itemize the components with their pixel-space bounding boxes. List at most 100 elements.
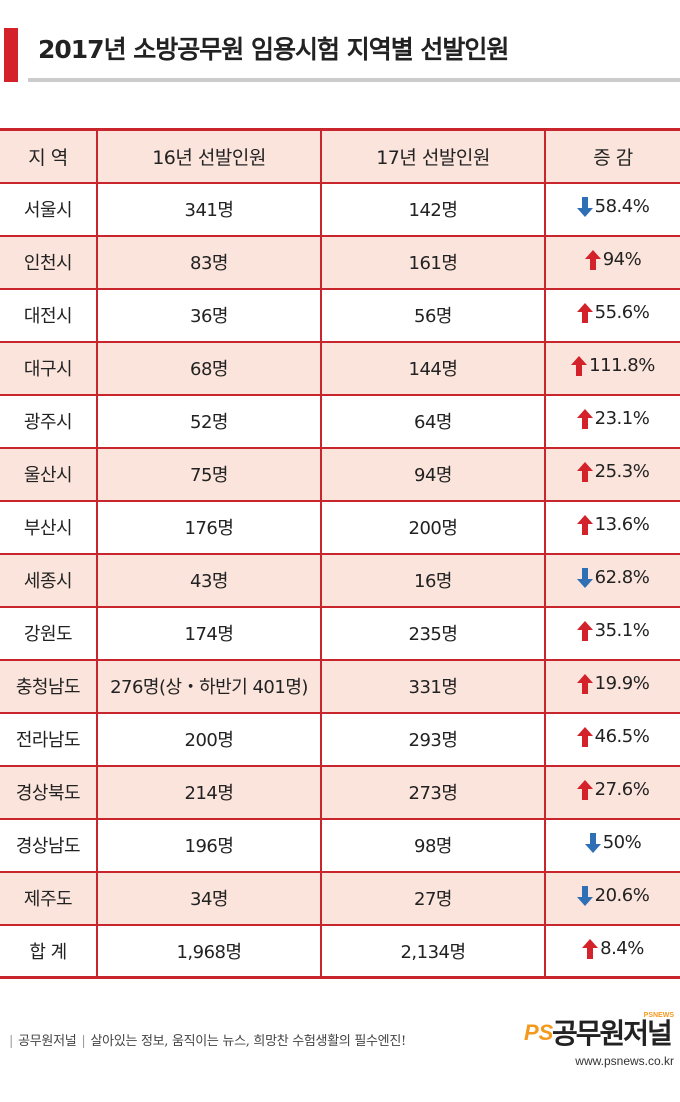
change-cell: 13.6% xyxy=(544,500,680,555)
change-value: 20.6% xyxy=(594,885,650,907)
header-2016: 16년 선발인원 xyxy=(96,128,321,184)
change-indicator: 58.4% xyxy=(576,196,650,218)
region-cell: 경상남도 xyxy=(0,818,97,873)
table-row: 부산시 176명 200명 13.6% xyxy=(0,500,680,555)
change-indicator: 23.1% xyxy=(576,408,650,429)
region-cell: 인천시 xyxy=(0,235,97,290)
page-header: 2017년 소방공무원 임용시험 지역별 선발인원 xyxy=(0,28,680,82)
table-row: 대전시 36명 56명 55.6% xyxy=(0,288,680,343)
y16-cell: 214명 xyxy=(96,765,321,820)
table-row: 대구시 68명 144명 111.8% xyxy=(0,341,680,396)
table-row: 합 계 1,968명 2,134명 8.4% xyxy=(0,924,680,979)
y17-cell: 27명 xyxy=(320,871,545,926)
y17-cell: 200명 xyxy=(320,500,545,555)
change-indicator: 35.1% xyxy=(576,620,650,642)
header-region: 지 역 xyxy=(0,128,97,184)
y16-cell: 43명 xyxy=(96,553,321,608)
region-cell: 강원도 xyxy=(0,606,97,661)
y16-cell: 200명 xyxy=(96,712,321,767)
table-row: 인천시 83명 161명 94% xyxy=(0,235,680,290)
change-indicator: 62.8% xyxy=(576,567,650,589)
arrow-up-icon xyxy=(576,620,593,641)
footer: | 공무원저널 | 살아있는 정보, 움직이는 뉴스, 희망찬 수험생활의 필수엔진!… xyxy=(0,1012,680,1092)
y16-cell: 34명 xyxy=(96,871,321,926)
region-cell: 서울시 xyxy=(0,182,97,237)
change-value: 50% xyxy=(602,832,642,854)
change-value: 8.4% xyxy=(600,938,644,959)
region-cell: 대전시 xyxy=(0,288,97,343)
region-cell: 경상북도 xyxy=(0,765,97,820)
change-cell: 58.4% xyxy=(544,182,680,237)
title-underline xyxy=(28,78,680,82)
y17-cell: 94명 xyxy=(320,447,545,502)
table-row: 전라남도 200명 293명 46.5% xyxy=(0,712,680,767)
y17-cell: 142명 xyxy=(320,182,545,237)
arrow-down-icon xyxy=(576,196,593,217)
region-cell: 합 계 xyxy=(0,924,97,979)
y16-cell: 174명 xyxy=(96,606,321,661)
arrow-up-icon xyxy=(576,461,593,482)
region-cell: 광주시 xyxy=(0,394,97,449)
y17-cell: 144명 xyxy=(320,341,545,396)
logo-wordmark: 공무원저널 xyxy=(552,1017,673,1050)
change-cell: 94% xyxy=(544,235,680,290)
y16-cell: 196명 xyxy=(96,818,321,873)
table-header-row: 지 역 16년 선발인원 17년 선발인원 증 감 xyxy=(0,128,680,184)
table-row: 충청남도 276명(상・하반기 401명) 331명 19.9% xyxy=(0,659,680,714)
logo-prefix: PS xyxy=(524,1020,554,1045)
change-indicator: 8.4% xyxy=(582,938,644,959)
change-cell: 55.6% xyxy=(544,288,680,343)
y16-cell: 36명 xyxy=(96,288,321,343)
region-cell: 대구시 xyxy=(0,341,97,396)
change-cell: 50% xyxy=(544,818,680,873)
selection-table: 지 역 16년 선발인원 17년 선발인원 증 감 서울시 341명 142명 58.… xyxy=(0,128,680,979)
change-value: 111.8% xyxy=(589,355,655,377)
table-body: 서울시 341명 142명 58.4% 인천시 83명 161명 94% 대전시 36명 56명 55… xyxy=(0,182,680,979)
change-value: 46.5% xyxy=(594,726,650,748)
region-cell: 제주도 xyxy=(0,871,97,926)
table-row: 경상남도 196명 98명 50% xyxy=(0,818,680,873)
y16-cell: 83명 xyxy=(96,235,321,290)
footer-slogan: 살아있는 정보, 움직이는 뉴스, 희망찬 수험생활의 필수엔진! xyxy=(90,1034,407,1049)
arrow-up-icon xyxy=(576,779,593,800)
change-indicator: 50% xyxy=(584,832,642,854)
change-value: 25.3% xyxy=(594,461,650,483)
arrow-up-icon xyxy=(576,408,593,429)
change-value: 58.4% xyxy=(594,196,650,218)
change-indicator: 25.3% xyxy=(576,461,650,483)
change-cell: 23.1% xyxy=(544,394,680,449)
y16-cell: 75명 xyxy=(96,447,321,502)
change-cell: 35.1% xyxy=(544,606,680,661)
table-row: 울산시 75명 94명 25.3% xyxy=(0,447,680,502)
header-change: 증 감 xyxy=(544,128,680,184)
y17-cell: 273명 xyxy=(320,765,545,820)
logo-tag: PSNEWS xyxy=(643,1012,674,1019)
change-cell: 62.8% xyxy=(544,553,680,608)
change-value: 35.1% xyxy=(594,620,650,642)
change-value: 27.6% xyxy=(594,779,650,801)
arrow-up-icon xyxy=(576,514,593,535)
y16-cell: 68명 xyxy=(96,341,321,396)
arrow-up-icon xyxy=(571,355,588,376)
page-title: 2017년 소방공무원 임용시험 지역별 선발인원 xyxy=(38,35,509,64)
change-cell: 19.9% xyxy=(544,659,680,714)
y16-cell: 176명 xyxy=(96,500,321,555)
y17-cell: 64명 xyxy=(320,394,545,449)
change-cell: 27.6% xyxy=(544,765,680,820)
change-value: 13.6% xyxy=(594,514,650,536)
arrow-down-icon xyxy=(584,832,601,853)
table-row: 강원도 174명 235명 35.1% xyxy=(0,606,680,661)
arrow-up-icon xyxy=(584,249,601,270)
y17-cell: 2,134명 xyxy=(320,924,545,979)
header-2017: 17년 선발인원 xyxy=(320,128,545,184)
y16-cell: 1,968명 xyxy=(96,924,321,979)
change-indicator: 13.6% xyxy=(576,514,650,536)
table-row: 세종시 43명 16명 62.8% xyxy=(0,553,680,608)
psnews-logo: PS 공무원저널 PSNEWS www.psnews.co.kr xyxy=(524,1012,674,1068)
change-indicator: 19.9% xyxy=(576,673,650,694)
region-cell: 전라남도 xyxy=(0,712,97,767)
y16-cell: 341명 xyxy=(96,182,321,237)
change-value: 62.8% xyxy=(594,567,650,589)
change-cell: 25.3% xyxy=(544,447,680,502)
arrow-down-icon xyxy=(576,567,593,588)
